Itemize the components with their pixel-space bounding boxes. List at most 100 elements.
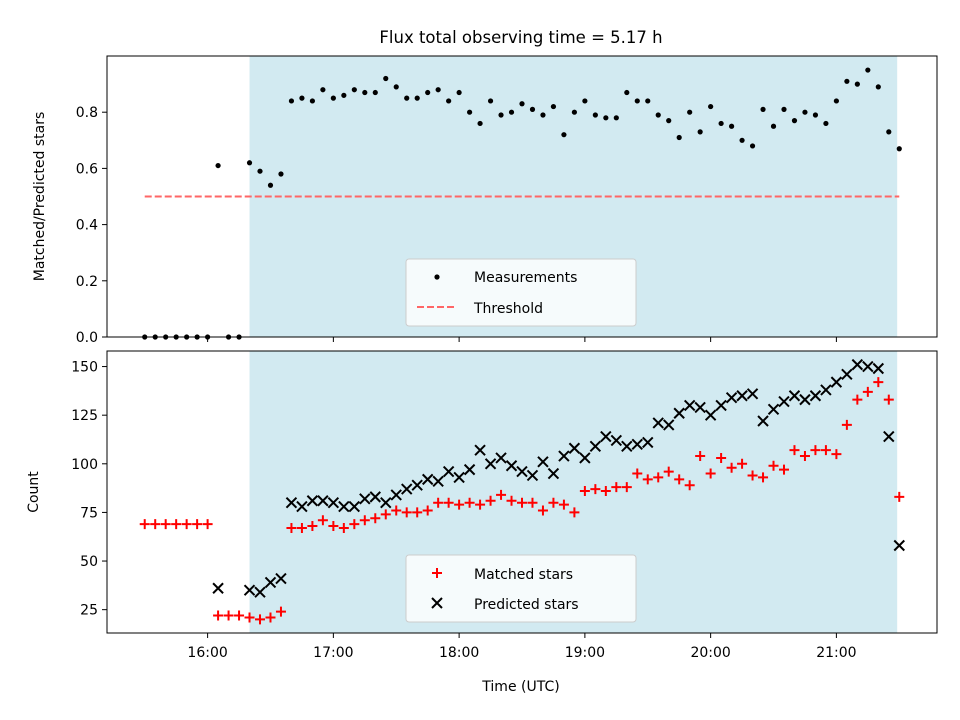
matched-star-point [642, 474, 653, 485]
measurement-point [404, 95, 410, 101]
matched-star-point [213, 610, 224, 621]
matched-star-point [464, 497, 475, 508]
matched-star-point [611, 482, 622, 493]
measurements-series [142, 67, 902, 340]
measurement-point [425, 89, 431, 96]
measurement-point [833, 98, 839, 104]
predicted-star-point [872, 362, 885, 375]
matched-star-point [349, 519, 360, 530]
x-tick-label: 18:00 [439, 645, 479, 661]
matched-star-point [810, 445, 821, 456]
bottom-x-axis: 16:00 17:00 18:00 19:00 20:00 21:00 [187, 633, 857, 661]
measurement-point [718, 120, 724, 127]
measurement-point [372, 89, 378, 96]
matched-star-point [517, 497, 527, 508]
measurement-point [414, 95, 420, 101]
matched-star-point [485, 495, 496, 506]
matched-star-point [370, 513, 381, 524]
matched-star-point [443, 497, 454, 508]
measurement-point [341, 92, 347, 98]
predicted-star-point [537, 456, 549, 468]
measurement-point [362, 89, 368, 96]
y-tick-label: 0.0 [76, 330, 98, 346]
top-y-axis: 0.0 0.2 0.4 0.6 0.8 [76, 105, 107, 346]
measurement-point [309, 98, 316, 104]
measurement-point [393, 84, 399, 90]
predicted-star-point [600, 430, 612, 443]
predicted-star-point [589, 440, 602, 453]
predicted-star-point [568, 442, 581, 454]
matched-star-point [799, 451, 810, 462]
matched-star-point [317, 515, 328, 526]
matched-star-point [862, 386, 873, 397]
top-y-axis-label: Matched/Predicted stars [32, 112, 48, 282]
matched-star-point [192, 519, 203, 530]
measurement-point [760, 106, 766, 112]
matched-star-point [527, 497, 538, 508]
y-tick-label: 0.8 [76, 105, 98, 121]
x-tick-label: 20:00 [690, 645, 730, 661]
predicted-star-point [359, 493, 371, 505]
matched-star-point [244, 612, 255, 623]
measurement-point [875, 84, 881, 90]
measurement-point [550, 103, 557, 110]
measurement-point [791, 118, 798, 124]
matched-star-point [768, 460, 779, 471]
y-tick-label: 50 [80, 554, 98, 570]
matched-star-point [663, 466, 674, 477]
measurement-point [603, 115, 609, 121]
predicted-star-point [736, 390, 748, 402]
matched-star-point [412, 507, 423, 518]
y-tick-label: 100 [71, 457, 98, 473]
measurement-point [823, 120, 829, 127]
predicted-star-point [694, 401, 706, 414]
predicted-star-point [778, 395, 790, 408]
matched-star-point [234, 610, 245, 621]
x-tick-label: 21:00 [816, 645, 856, 661]
predicted-star-point [820, 384, 832, 396]
measurement-point [802, 109, 808, 115]
predicted-star-point [579, 452, 591, 464]
matched-star-point [695, 451, 706, 462]
predicted-star-point [809, 390, 822, 402]
bottom-y-axis: 25 50 75 100 125 150 [71, 360, 107, 619]
matched-stars-series [139, 377, 905, 625]
bottom-x-axis-label: Time (UTC) [481, 679, 559, 695]
matched-star-point [255, 614, 266, 625]
predicted-star-point [830, 376, 843, 388]
matched-star-point [359, 515, 370, 526]
matched-star-point [841, 419, 852, 430]
measurement-point [351, 87, 357, 93]
measurement-point [728, 123, 735, 129]
measurement-point [446, 98, 452, 104]
measurement-point [508, 109, 515, 115]
predicted-star-point [715, 399, 727, 412]
matched-star-point [265, 612, 276, 623]
matched-star-point [831, 449, 842, 460]
matched-star-point [747, 470, 758, 481]
predicted-star-point [673, 407, 685, 419]
top-legend: Measurements Threshold [405, 258, 637, 327]
measurement-point [687, 109, 693, 115]
measurement-point [676, 134, 682, 141]
measurement-point [288, 98, 295, 104]
matched-star-point [758, 472, 769, 483]
matched-star-point [569, 507, 580, 518]
matched-star-point [181, 519, 192, 530]
measurement-point [624, 89, 630, 96]
matched-star-point [275, 606, 286, 617]
matched-star-point [150, 519, 161, 530]
matched-star-point [139, 519, 150, 530]
top-axes-frame [106, 55, 938, 338]
predicted-star-point [369, 491, 381, 503]
matched-star-point [391, 505, 402, 516]
predicted-star-point [862, 360, 874, 373]
matched-star-point [632, 468, 643, 479]
bottom-legend: Matched stars Predicted stars [405, 554, 637, 623]
predicted-star-point [327, 496, 340, 509]
matched-star-point [296, 522, 307, 533]
matched-star-point [223, 610, 234, 621]
legend-box [405, 554, 637, 623]
predicted-star-point [212, 582, 224, 594]
